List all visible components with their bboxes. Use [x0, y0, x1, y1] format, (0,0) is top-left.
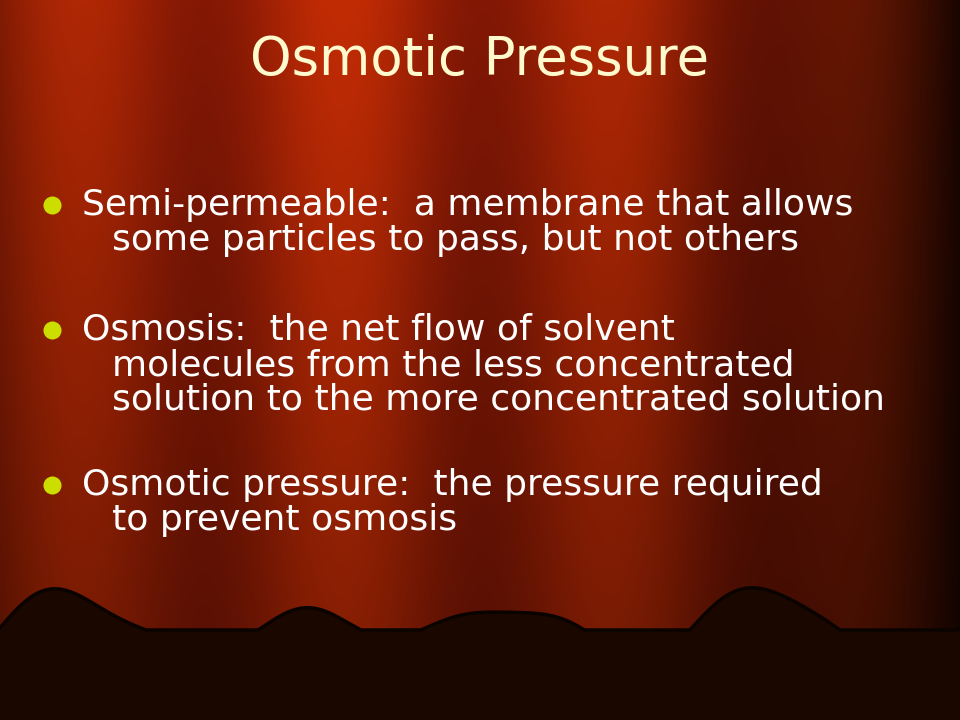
Text: Osmotic pressure:  the pressure required: Osmotic pressure: the pressure required: [82, 468, 823, 502]
Text: solution to the more concentrated solution: solution to the more concentrated soluti…: [112, 383, 885, 417]
Text: some particles to pass, but not others: some particles to pass, but not others: [112, 223, 799, 257]
Text: Semi-permeable:  a membrane that allows: Semi-permeable: a membrane that allows: [82, 188, 853, 222]
Text: molecules from the less concentrated: molecules from the less concentrated: [112, 348, 795, 382]
Polygon shape: [0, 588, 960, 720]
Text: to prevent osmosis: to prevent osmosis: [112, 503, 457, 537]
Text: Osmosis:  the net flow of solvent: Osmosis: the net flow of solvent: [82, 313, 675, 347]
Text: Osmotic Pressure: Osmotic Pressure: [251, 34, 709, 86]
